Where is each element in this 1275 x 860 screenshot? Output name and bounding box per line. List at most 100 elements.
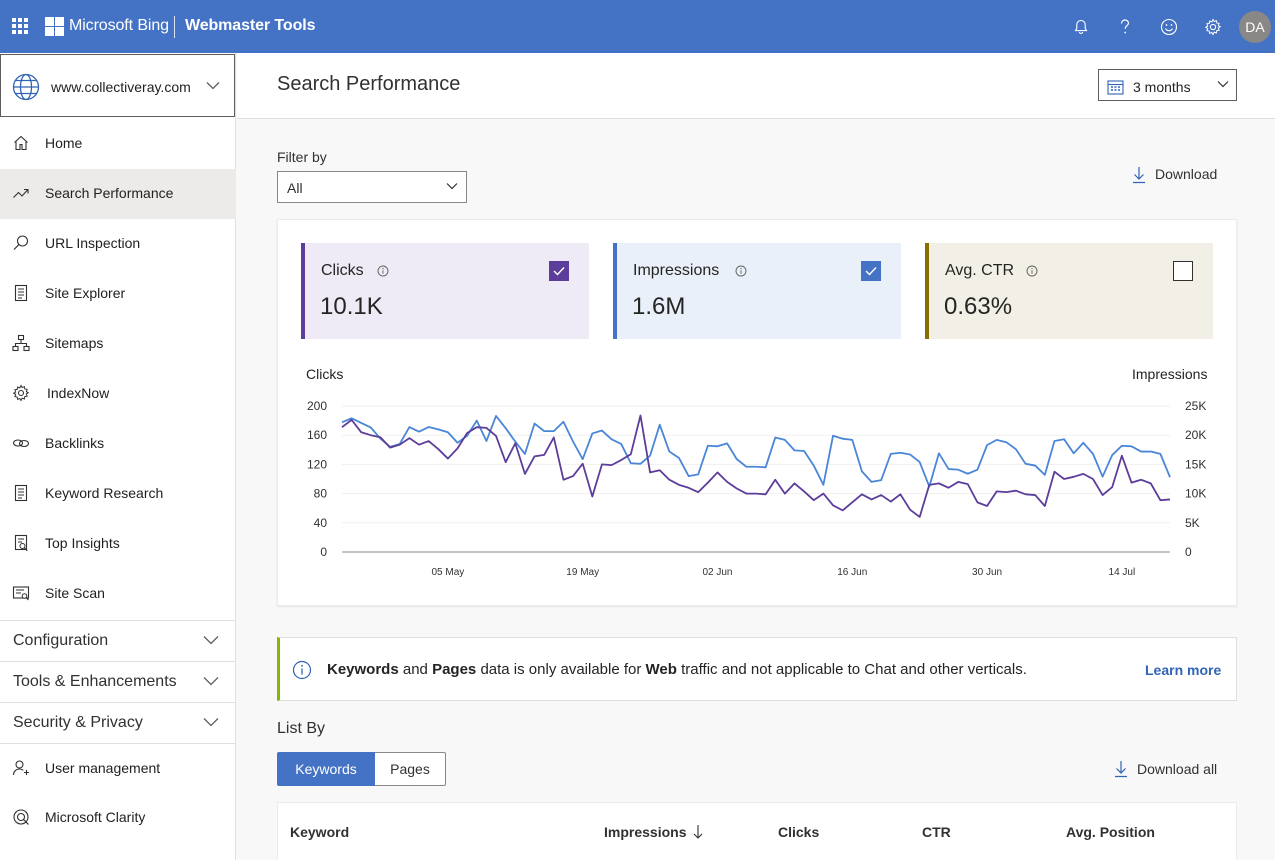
sidebar-item-site-scan[interactable]: Site Scan <box>0 569 236 619</box>
checkmark-icon <box>865 267 877 276</box>
page-header: Search Performance 3 months <box>237 53 1275 119</box>
column-header-avg-position[interactable]: Avg. Position <box>1066 824 1155 840</box>
metric-checkbox[interactable] <box>861 261 881 281</box>
list-by-label: List By <box>277 720 326 737</box>
performance-line-chart: 200 160 120 80 40 0 25K 20K 15K 10K 5K 0 05 May 19 Ma… <box>307 399 1206 578</box>
column-header-ctr[interactable]: CTR <box>922 824 951 840</box>
sidebar-item-label: Home <box>45 135 83 151</box>
apps-waffle-icon[interactable] <box>12 18 28 34</box>
learn-more-link[interactable]: Learn more <box>1145 662 1222 678</box>
help-icon[interactable] <box>1103 0 1147 53</box>
info-icon[interactable] <box>377 265 389 277</box>
sidebar-item-search-performance[interactable]: Search Performance <box>0 169 236 219</box>
brand-name[interactable]: Microsoft Bing <box>69 17 169 34</box>
document-icon <box>14 284 28 302</box>
filter-dropdown[interactable]: All <box>277 171 467 203</box>
metric-label: Clicks <box>321 262 364 279</box>
y-tick-label-right: 10K <box>1185 487 1206 501</box>
download-all-button[interactable]: Download all <box>1114 760 1217 780</box>
metric-impressions[interactable]: Impressions 1.6M <box>613 243 901 339</box>
performance-card: Clicks 10.1K Impressions 1.6M Avg. CTR 0… <box>277 219 1237 606</box>
y-tick-label-right: 0 <box>1185 545 1192 559</box>
sidebar-item-label: IndexNow <box>47 385 110 401</box>
sidebar-item-keyword-research[interactable]: Keyword Research <box>0 469 236 519</box>
sidebar-item-label: Microsoft Clarity <box>45 809 146 825</box>
sidebar-group-label: Tools & Enhancements <box>13 673 177 690</box>
top-icons: DA <box>1059 0 1275 53</box>
column-header-impressions[interactable]: Impressions <box>604 824 704 840</box>
column-header-clicks[interactable]: Clicks <box>778 824 820 840</box>
main-content: Search Performance 3 months Filter by Al… <box>237 53 1275 860</box>
metric-checkbox[interactable] <box>549 261 569 281</box>
sitemap-icon <box>12 334 30 352</box>
settings-gear-icon[interactable] <box>1191 0 1235 53</box>
sidebar-item-top-insights[interactable]: Top Insights <box>0 519 236 569</box>
insights-icon <box>14 534 28 552</box>
metric-avg-ctr[interactable]: Avg. CTR 0.63% <box>925 243 1213 339</box>
sidebar-item-site-explorer[interactable]: Site Explorer <box>0 269 236 319</box>
sidebar-item-sitemaps[interactable]: Sitemaps <box>0 319 236 369</box>
impressions-series-line <box>341 415 1171 488</box>
site-name: www.collectiveray.com <box>51 79 191 95</box>
download-button[interactable]: Download <box>1132 165 1217 185</box>
sidebar-group-tools-enhancements[interactable]: Tools & Enhancements <box>0 661 236 702</box>
x-tick-label: 19 May <box>566 567 599 578</box>
date-range-dropdown[interactable]: 3 months <box>1098 69 1237 101</box>
sidebar: www.collectiveray.com Home Search Perfor… <box>0 53 236 860</box>
metric-value: 10.1K <box>320 293 383 320</box>
metric-label: Impressions <box>633 262 720 279</box>
chevron-down-icon <box>446 183 458 190</box>
microsoft-logo-icon <box>45 17 64 36</box>
chevron-down-icon <box>206 82 220 90</box>
sidebar-item-user-management[interactable]: User management <box>0 743 236 793</box>
sidebar-group-label: Security & Privacy <box>13 714 143 731</box>
link-icon <box>12 439 30 448</box>
download-icon <box>1115 761 1127 778</box>
gear-icon <box>12 384 30 402</box>
user-avatar[interactable]: DA <box>1239 10 1271 43</box>
y-tick-label-right: 25K <box>1185 399 1206 413</box>
y-tick-label-left: 40 <box>314 516 328 530</box>
chevron-down-icon <box>203 636 219 645</box>
scan-icon <box>12 586 30 601</box>
brand-divider <box>174 16 175 38</box>
product-name[interactable]: Webmaster Tools <box>185 17 316 34</box>
sidebar-item-indexnow[interactable]: IndexNow <box>0 369 236 419</box>
home-icon <box>14 135 28 151</box>
sidebar-group-configuration[interactable]: Configuration <box>0 620 236 661</box>
sidebar-item-label: Backlinks <box>45 435 105 451</box>
tab-pages[interactable]: Pages <box>375 752 446 786</box>
sort-descending-icon <box>694 825 703 839</box>
x-tick-label: 14 Jul <box>1109 567 1136 578</box>
metric-value: 1.6M <box>632 293 686 320</box>
y-tick-label-right: 20K <box>1185 428 1206 442</box>
sidebar-item-microsoft-clarity[interactable]: Microsoft Clarity <box>0 793 236 843</box>
x-tick-label: 05 May <box>432 567 465 578</box>
column-header-keyword[interactable]: Keyword <box>290 824 350 840</box>
y-tick-label-left: 0 <box>320 545 327 559</box>
y-axis-title-right: Impressions <box>1132 366 1208 382</box>
y-tick-label-left: 80 <box>314 487 328 501</box>
sidebar-item-home[interactable]: Home <box>0 119 236 169</box>
download-label: Download <box>1155 166 1218 182</box>
info-icon[interactable] <box>735 265 747 277</box>
sidebar-item-label: Site Scan <box>45 585 105 601</box>
calendar-icon <box>1107 80 1124 95</box>
feedback-smiley-icon[interactable] <box>1147 0 1191 53</box>
download-all-label: Download all <box>1137 761 1218 777</box>
sidebar-item-url-inspection[interactable]: URL Inspection <box>0 219 236 269</box>
sidebar-group-label: Configuration <box>13 632 109 649</box>
metric-checkbox[interactable] <box>1173 261 1193 281</box>
filter-value: All <box>287 180 303 196</box>
sidebar-item-backlinks[interactable]: Backlinks <box>0 419 236 469</box>
notifications-bell-icon[interactable] <box>1059 0 1103 53</box>
globe-icon <box>12 73 40 101</box>
metric-clicks[interactable]: Clicks 10.1K <box>301 243 589 339</box>
sidebar-group-security-privacy[interactable]: Security & Privacy <box>0 702 236 743</box>
tab-keywords[interactable]: Keywords <box>277 752 375 786</box>
chevron-down-icon <box>203 718 219 727</box>
site-selector[interactable]: www.collectiveray.com <box>0 54 235 117</box>
download-icon <box>1133 167 1145 184</box>
list-by-toggle: Keywords Pages <box>277 752 446 786</box>
info-icon[interactable] <box>1026 265 1038 277</box>
